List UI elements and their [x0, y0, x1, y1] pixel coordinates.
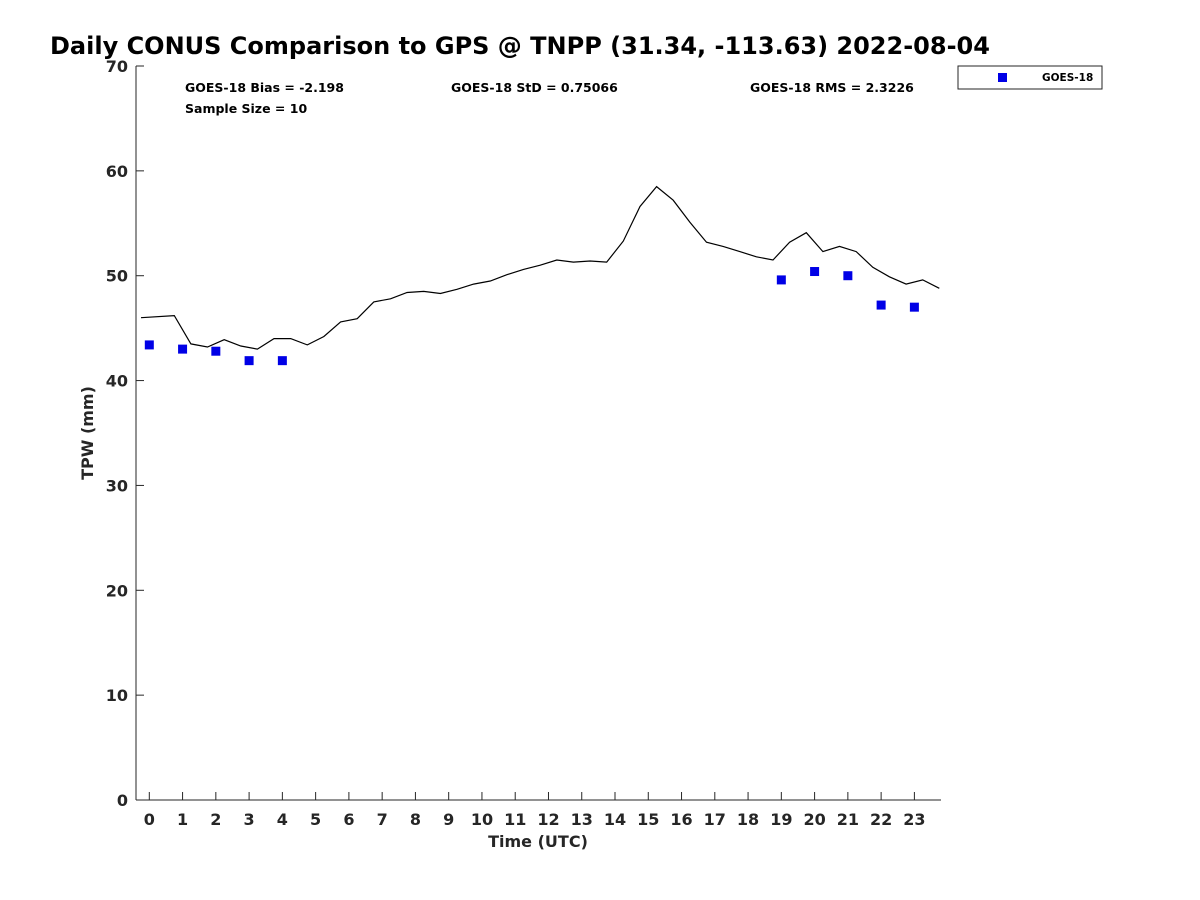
legend-label-goes18: GOES-18	[1042, 72, 1093, 84]
y-tick-label: 0	[117, 791, 128, 810]
stat-rms: GOES-18 RMS = 2.3226	[750, 80, 914, 95]
x-tick-label: 15	[637, 810, 659, 829]
x-tick-label: 20	[803, 810, 825, 829]
y-axis-ticks: 0 10 20 30 40 50 60 70	[106, 57, 144, 810]
x-tick-label: 14	[604, 810, 626, 829]
x-tick-label: 1	[177, 810, 188, 829]
x-tick-label: 7	[377, 810, 388, 829]
y-tick-label: 30	[106, 476, 128, 495]
goes18-point	[277, 356, 287, 366]
legend-box	[957, 65, 1103, 90]
x-axis-ticks: 0 1 2 3 4 5 6 7 8 9 10 11 12 13 14 15 16 17 18 19 20 21 22 23	[144, 792, 926, 829]
legend-marker-goes18	[998, 73, 1007, 82]
x-tick-label: 19	[770, 810, 792, 829]
goes18-point	[144, 340, 154, 350]
x-tick-label: 21	[837, 810, 859, 829]
goes18-point	[211, 346, 221, 356]
y-tick-label: 50	[106, 267, 128, 286]
stat-bias: GOES-18 Bias = -2.198	[185, 80, 344, 95]
goes18-point	[178, 344, 188, 354]
y-axis-label: TPW (mm)	[78, 386, 97, 480]
x-tick-label: 13	[571, 810, 593, 829]
chart-title: Daily CONUS Comparison to GPS @ TNPP (31…	[50, 32, 990, 60]
x-tick-label: 17	[704, 810, 726, 829]
x-tick-label: 22	[870, 810, 892, 829]
x-tick-label: 3	[244, 810, 255, 829]
x-tick-label: 9	[443, 810, 454, 829]
y-tick-label: 10	[106, 686, 128, 705]
goes18-point	[876, 300, 886, 310]
x-tick-label: 8	[410, 810, 421, 829]
x-tick-label: 18	[737, 810, 759, 829]
x-tick-label: 0	[144, 810, 155, 829]
goes18-point	[244, 356, 254, 366]
goes18-point	[843, 271, 853, 281]
x-tick-label: 11	[504, 810, 526, 829]
goes18-point	[909, 302, 919, 312]
goes18-point	[776, 275, 786, 285]
goes18-point	[810, 267, 820, 277]
x-tick-label: 23	[903, 810, 925, 829]
x-tick-label: 5	[310, 810, 321, 829]
y-tick-label: 60	[106, 162, 128, 181]
y-tick-label: 40	[106, 372, 128, 391]
y-tick-label: 70	[106, 57, 128, 76]
x-tick-label: 4	[277, 810, 288, 829]
y-tick-label: 20	[106, 581, 128, 600]
stat-std: GOES-18 StD = 0.75066	[451, 80, 618, 95]
legend: GOES-18	[957, 65, 1103, 90]
x-axis-label: Time (UTC)	[488, 832, 588, 851]
x-tick-label: 6	[343, 810, 354, 829]
x-tick-label: 12	[537, 810, 559, 829]
x-tick-label: 10	[471, 810, 493, 829]
x-tick-label: 16	[670, 810, 692, 829]
plot-area	[135, 66, 941, 801]
stats-annotations: GOES-18 Bias = -2.198 GOES-18 StD = 0.75…	[185, 80, 914, 116]
x-tick-label: 2	[210, 810, 221, 829]
gps-tpw-line	[140, 185, 940, 350]
stat-sample-size: Sample Size = 10	[185, 101, 307, 116]
series-layer	[140, 185, 940, 366]
